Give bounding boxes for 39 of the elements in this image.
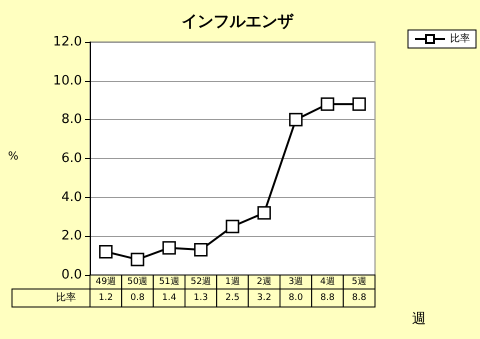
x-tick-label: 52週 [190, 276, 212, 287]
point [99, 244, 113, 258]
data-label: 8.8 [352, 293, 367, 303]
x-tick-label: 49週 [96, 276, 116, 287]
x-tick-label: 4週 [320, 276, 335, 287]
point [320, 97, 334, 111]
point [226, 220, 240, 234]
x-tick-label: 5週 [352, 276, 367, 287]
data-label: 1.4 [162, 293, 177, 303]
y-axis-title: % [8, 150, 18, 162]
x-tick-label: 2週 [256, 276, 272, 287]
data-label: 2.5 [225, 293, 240, 303]
text: 比率 [56, 292, 76, 304]
point [162, 241, 176, 255]
data-label: 3.2 [257, 293, 272, 303]
y-tick-label: 6.0 [61, 151, 82, 166]
data-label: 0.8 [130, 293, 145, 303]
point [352, 97, 366, 111]
chart-title: インフルエンザ [182, 12, 294, 30]
x-axis-title: 週 [412, 311, 426, 327]
x-tick-label: 51週 [158, 276, 180, 287]
y-tick-label: 12.0 [53, 34, 82, 50]
data-label: 1.3 [194, 293, 208, 303]
y-tick-label: 4.0 [61, 190, 82, 205]
point [257, 206, 271, 220]
x-tick-label: 50週 [127, 276, 148, 287]
y-tick-label: 8.0 [61, 112, 82, 128]
point [289, 112, 303, 126]
x-tick-label: 3週 [288, 276, 304, 287]
data-label: 8.0 [288, 293, 304, 303]
legend-label: 比率 [450, 32, 470, 44]
y-tick-label: 10.0 [53, 73, 82, 88]
point [194, 243, 208, 257]
y-tick-label: 0.0 [61, 268, 82, 282]
point [130, 252, 144, 266]
y-tick-label: 2.0 [61, 228, 82, 244]
x-tick-label: 1週 [225, 276, 240, 287]
data-label: 1.2 [98, 293, 113, 303]
data-label: 8.8 [320, 293, 335, 303]
